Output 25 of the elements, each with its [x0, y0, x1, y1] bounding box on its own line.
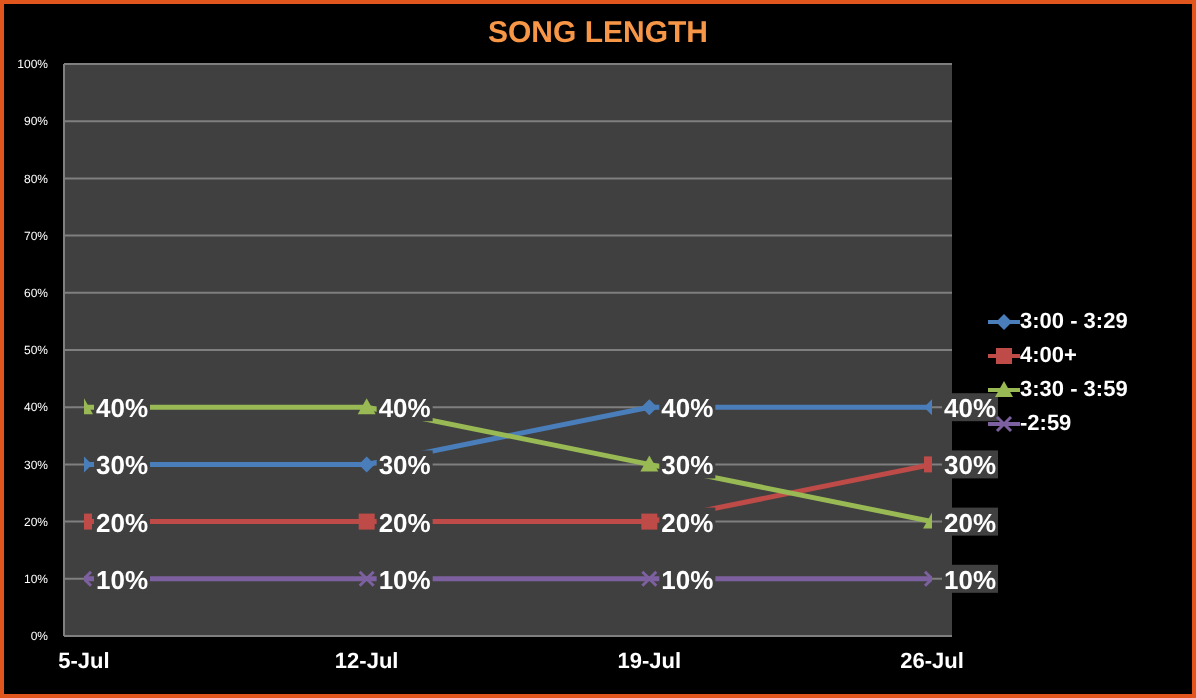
- data-label: 10%: [944, 564, 997, 595]
- x-tick-label: 26-Jul: [900, 649, 964, 674]
- legend-label: 3:30 - 3:59: [1020, 377, 1128, 401]
- data-label: 30%: [378, 450, 432, 481]
- data-label: 40%: [661, 393, 715, 424]
- legend-label: 3:00 - 3:29: [1020, 309, 1128, 333]
- x-tick-label: 12-Jul: [334, 649, 399, 674]
- legend-label: 4:00+: [1020, 343, 1077, 367]
- data-label: 20%: [661, 507, 715, 538]
- data-label: 20%: [96, 507, 149, 538]
- data-label: 10%: [378, 564, 432, 595]
- data-label: 40%: [378, 393, 432, 424]
- data-label: 10%: [96, 564, 149, 595]
- data-label: 20%: [378, 507, 432, 538]
- data-label: 20%: [944, 507, 997, 538]
- x-tick-label: 19-Jul: [617, 649, 682, 674]
- legend-label: -2:59: [1020, 411, 1072, 435]
- data-label: 30%: [661, 450, 715, 481]
- data-label: 10%: [661, 564, 715, 595]
- data-label: 40%: [96, 393, 149, 424]
- chart-title: SONG LENGTH: [485, 16, 710, 50]
- data-label: 30%: [96, 450, 149, 481]
- data-label: 40%: [944, 393, 997, 424]
- x-tick-label: 5-Jul: [58, 649, 110, 674]
- data-label: 30%: [944, 450, 997, 481]
